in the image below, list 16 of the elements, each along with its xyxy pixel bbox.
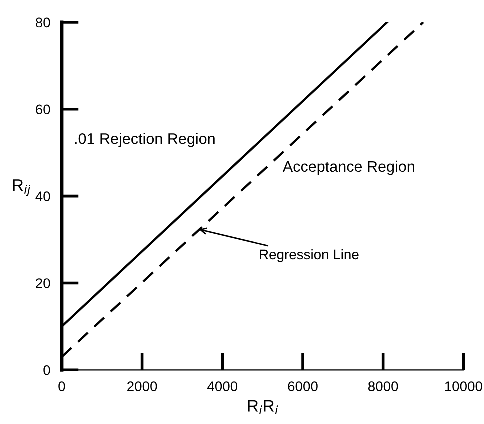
annotation: Acceptance Region (282, 160, 414, 176)
x-tick-label: 2000 (128, 382, 158, 392)
y-tick-label: 20 (36, 278, 50, 288)
x-axis-title: R$_{i}$R$_{i}$ (248, 400, 278, 415)
y-tick-label: 40 (36, 192, 50, 202)
x-tick-label: 6000 (288, 382, 318, 392)
annotation: Regression Line (260, 249, 359, 262)
y-tick-label: 60 (36, 104, 50, 115)
y-tick-label: 0 (44, 365, 50, 376)
x-tick-label: 4000 (208, 382, 238, 392)
y-axis-title: R$_{ij}$ (13, 180, 31, 196)
y-tick-label: 80 (36, 18, 50, 28)
x-tick-label: 8000 (368, 382, 398, 392)
annotation: .01 Rejection Region (75, 133, 215, 148)
x-tick-label: 0 (58, 382, 66, 392)
x-tick-label: 10000 (445, 382, 482, 392)
